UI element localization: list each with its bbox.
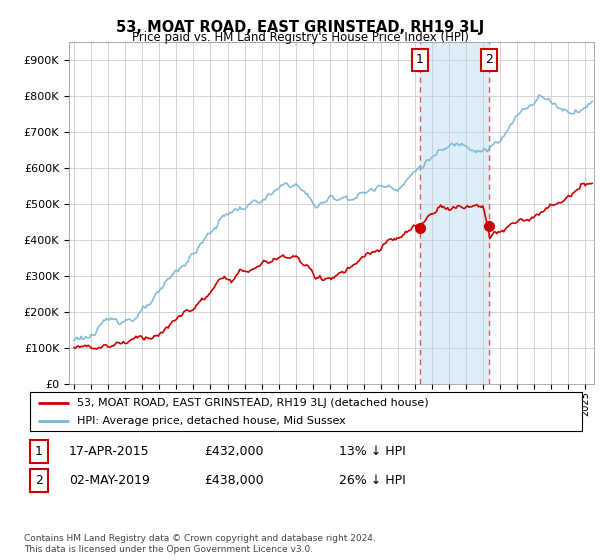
- Text: 1: 1: [416, 53, 424, 67]
- Text: £432,000: £432,000: [204, 445, 263, 458]
- Text: 17-APR-2015: 17-APR-2015: [69, 445, 149, 458]
- Text: 2: 2: [35, 474, 43, 487]
- Bar: [420, 42, 489, 384]
- Text: 53, MOAT ROAD, EAST GRINSTEAD, RH19 3LJ (detached house): 53, MOAT ROAD, EAST GRINSTEAD, RH19 3LJ …: [77, 398, 428, 408]
- Text: 02-MAY-2019: 02-MAY-2019: [69, 474, 150, 487]
- Text: 26% ↓ HPI: 26% ↓ HPI: [339, 474, 406, 487]
- Text: Contains HM Land Registry data © Crown copyright and database right 2024.
This d: Contains HM Land Registry data © Crown c…: [24, 534, 376, 554]
- Text: HPI: Average price, detached house, Mid Sussex: HPI: Average price, detached house, Mid …: [77, 417, 346, 426]
- Text: Price paid vs. HM Land Registry's House Price Index (HPI): Price paid vs. HM Land Registry's House …: [131, 31, 469, 44]
- Text: 1: 1: [35, 445, 43, 458]
- Text: 13% ↓ HPI: 13% ↓ HPI: [339, 445, 406, 458]
- Text: 53, MOAT ROAD, EAST GRINSTEAD, RH19 3LJ: 53, MOAT ROAD, EAST GRINSTEAD, RH19 3LJ: [116, 20, 484, 35]
- Text: £438,000: £438,000: [204, 474, 263, 487]
- Text: 2: 2: [485, 53, 493, 67]
